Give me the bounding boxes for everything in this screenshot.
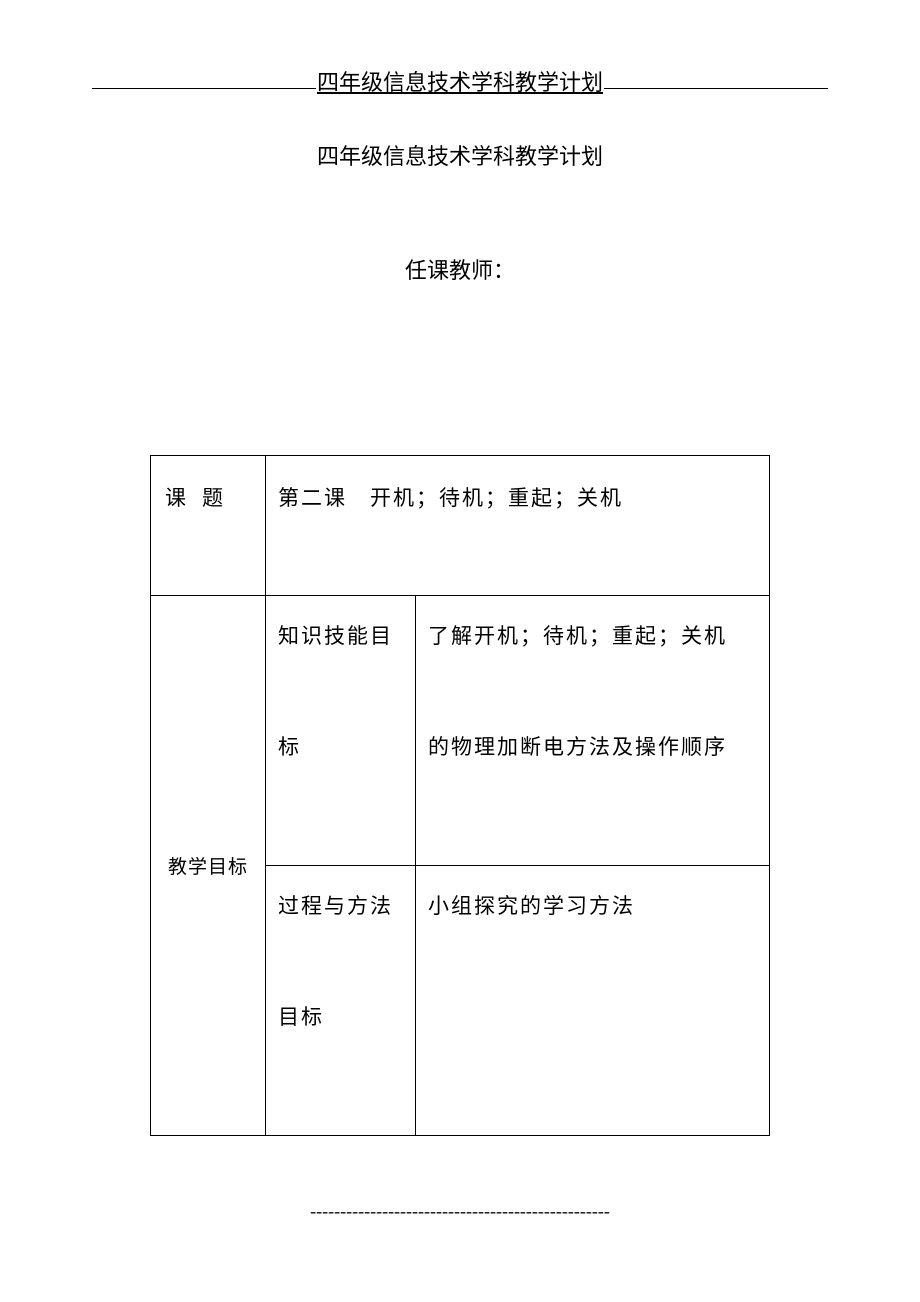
method-content-line1: 小组探究的学习方法 xyxy=(428,890,635,920)
method-goal-row: 过程与方法 目标 小组探究的学习方法 xyxy=(266,866,769,1135)
goal-content-cell: 知识技能目 标 了解开机；待机；重起；关机 的物理加断电方法及操作顺序 过程与方… xyxy=(266,596,770,1136)
header-rule-right xyxy=(604,88,828,89)
lesson-plan-table: 课题 第二课 开机；待机；重起；关机 教学目标 知识技能目 标 xyxy=(150,455,770,1136)
table-row: 教学目标 知识技能目 标 了解开机；待机；重起；关机 的物理加断电方法及操作顺序 xyxy=(151,596,770,1136)
knowledge-goal-row: 知识技能目 标 了解开机；待机；重起；关机 的物理加断电方法及操作顺序 xyxy=(266,596,769,866)
table-row: 课题 第二课 开机；待机；重起；关机 xyxy=(151,456,770,596)
knowledge-label-line1: 知识技能目 xyxy=(278,620,393,650)
knowledge-content-line1: 了解开机；待机；重起；关机 xyxy=(428,620,727,650)
header-rule-left xyxy=(92,88,316,89)
topic-label: 课题 xyxy=(165,486,239,510)
topic-label-cell: 课题 xyxy=(151,456,266,596)
goal-label-cell: 教学目标 xyxy=(151,596,266,1136)
topic-content: 第二课 开机；待机；重起；关机 xyxy=(278,486,623,510)
topic-content-cell: 第二课 开机；待机；重起；关机 xyxy=(266,456,770,596)
knowledge-content-line2: 的物理加断电方法及操作顺序 xyxy=(428,731,727,761)
teacher-label: 任课教师： xyxy=(0,253,920,285)
page-header-title: 四年级信息技术学科教学计划 xyxy=(317,65,603,97)
knowledge-label-line2: 标 xyxy=(278,731,301,761)
knowledge-goal-label-cell: 知识技能目 标 xyxy=(266,596,416,865)
method-label-line1: 过程与方法 xyxy=(278,890,393,920)
knowledge-goal-content-cell: 了解开机；待机；重起；关机 的物理加断电方法及操作顺序 xyxy=(416,596,769,865)
method-goal-label-cell: 过程与方法 目标 xyxy=(266,866,416,1135)
goal-label: 教学目标 xyxy=(168,857,248,878)
footer-separator: ----------------------------------------… xyxy=(0,1201,920,1222)
method-label-line2: 目标 xyxy=(278,1001,324,1031)
document-subtitle: 四年级信息技术学科教学计划 xyxy=(0,139,920,171)
method-goal-content-cell: 小组探究的学习方法 xyxy=(416,866,769,1135)
